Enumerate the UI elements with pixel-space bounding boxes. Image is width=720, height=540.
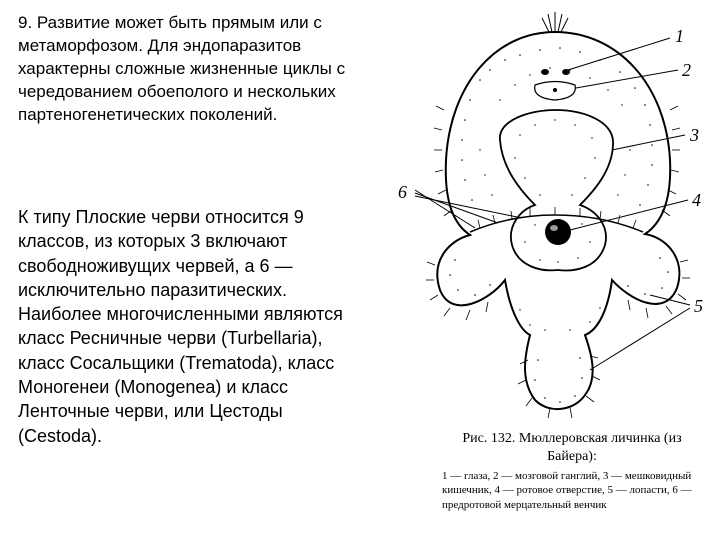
leader-1: 1 [675,26,684,47]
paragraph-bottom: К типу Плоские черви относится 9 классов… [18,205,358,448]
larva-drawing: 1 2 3 4 5 6 [380,10,710,420]
caption-legend: 1 — глаза, 2 — мозговой ганглий, 3 — меш… [442,469,702,512]
paragraph-top: 9. Развитие может быть прямым или с мета… [18,12,388,127]
leader-4: 4 [692,190,701,211]
leader-2: 2 [682,60,691,81]
figure-caption: Рис. 132. Мюллеровская личинка (из Байер… [442,430,702,512]
caption-title: Рис. 132. Мюллеровская личинка (из Байер… [442,430,702,465]
leader-5: 5 [694,296,703,317]
leader-3: 3 [690,125,699,146]
leader-6: 6 [398,182,407,203]
figure: 1 2 3 4 5 6 Рис. 132. Мюллеровская личин… [380,10,710,530]
larva-svg [380,10,710,420]
